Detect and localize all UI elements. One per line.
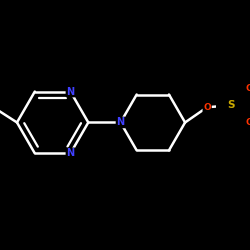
Text: O: O xyxy=(246,84,250,93)
Text: N: N xyxy=(116,118,124,128)
Text: O: O xyxy=(246,118,250,127)
Text: O: O xyxy=(203,103,211,112)
Text: N: N xyxy=(66,86,74,97)
Text: N: N xyxy=(66,148,74,158)
Text: S: S xyxy=(227,100,235,110)
